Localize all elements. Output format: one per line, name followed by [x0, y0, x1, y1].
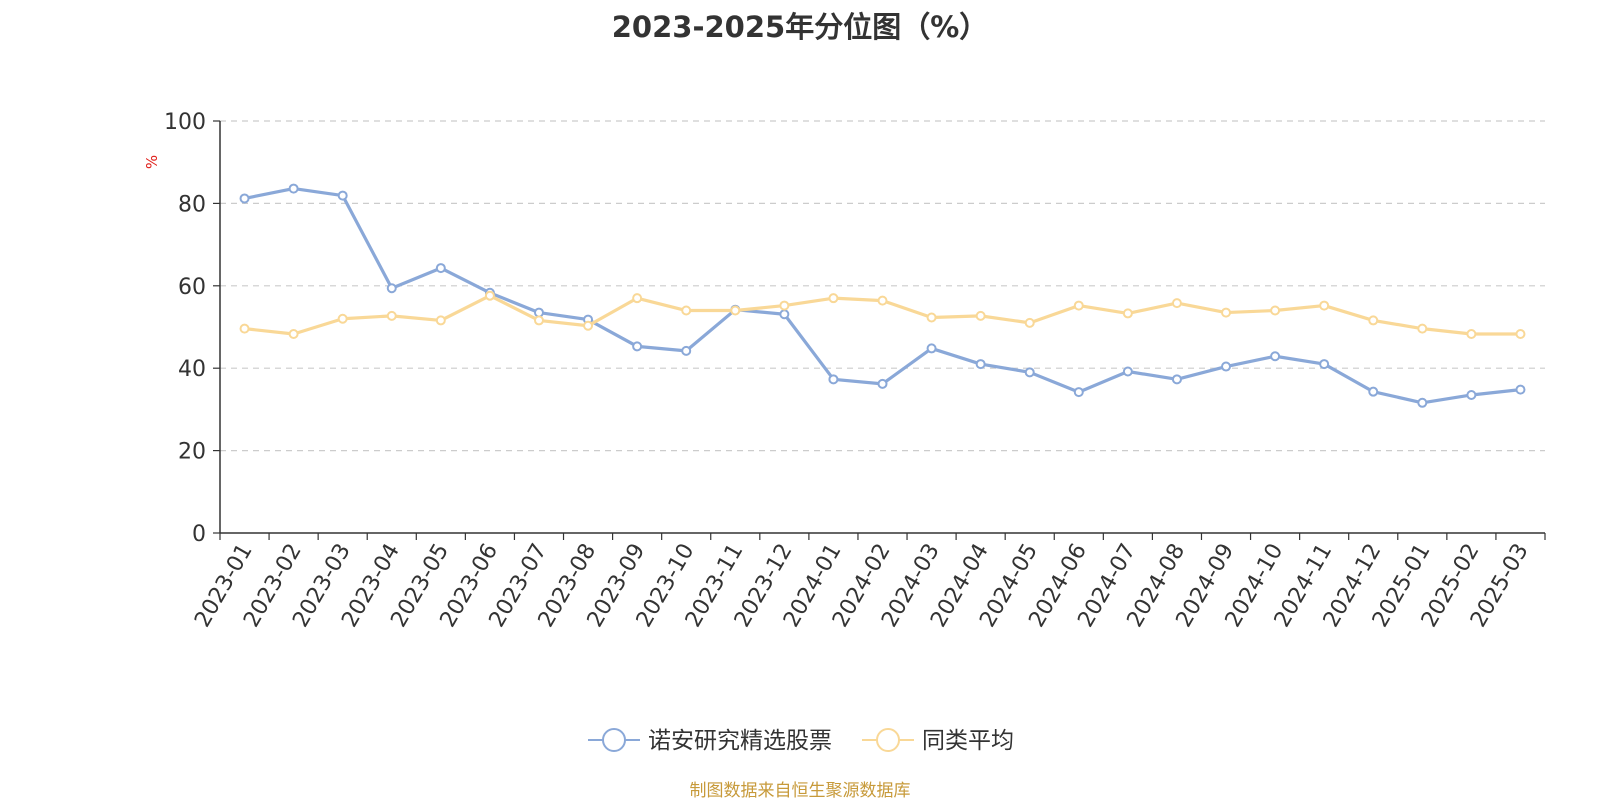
- data-point: [435, 315, 446, 326]
- data-point: [386, 283, 397, 294]
- data-point: [1171, 374, 1182, 385]
- axes: [219, 121, 1545, 534]
- legend-item[interactable]: 诺安研究精选股票: [588, 728, 832, 754]
- data-point: [1270, 351, 1281, 362]
- data-point: [779, 309, 790, 320]
- grid-lines: [220, 120, 1545, 452]
- data-point: [337, 190, 348, 201]
- data-point: [337, 313, 348, 324]
- data-point: [730, 305, 741, 316]
- data-point: [1171, 298, 1182, 309]
- legend: 诺安研究精选股票 同类平均: [588, 728, 1014, 754]
- data-point: [632, 341, 643, 352]
- data-point: [632, 293, 643, 304]
- series-1: [239, 290, 1526, 340]
- data-point: [386, 310, 397, 321]
- data-point: [435, 263, 446, 274]
- series-lines: [239, 183, 1526, 408]
- data-point: [239, 193, 250, 204]
- data-point: [1122, 366, 1133, 377]
- y-tick-label: 80: [178, 192, 206, 217]
- data-point: [1073, 300, 1084, 311]
- data-point: [1515, 384, 1526, 395]
- data-point: [975, 359, 986, 370]
- chart-title: 2023-2025年分位图（%）: [611, 10, 989, 44]
- data-point: [828, 293, 839, 304]
- data-point: [1417, 397, 1428, 408]
- data-point: [239, 323, 250, 334]
- y-axis-label: %: [143, 155, 161, 169]
- data-point: [1319, 359, 1330, 370]
- data-point: [1221, 307, 1232, 318]
- data-point: [1368, 315, 1379, 326]
- y-tick-label: 100: [164, 110, 206, 135]
- y-tick-label: 60: [178, 275, 206, 300]
- data-point: [288, 329, 299, 340]
- data-point: [1466, 389, 1477, 400]
- data-point: [828, 374, 839, 385]
- legend-label: 同类平均: [922, 728, 1014, 754]
- y-tick-label: 20: [178, 440, 206, 465]
- legend-marker: [876, 728, 900, 752]
- data-point: [533, 307, 544, 318]
- y-tick-label: 40: [178, 357, 206, 382]
- data-point: [681, 305, 692, 316]
- data-point: [1122, 308, 1133, 319]
- data-point: [1024, 367, 1035, 378]
- x-axis-ticks: 2023-012023-022023-032023-042023-052023-…: [190, 533, 1546, 632]
- data-point: [1073, 387, 1084, 398]
- y-tick-label: 0: [192, 522, 206, 547]
- data-point: [533, 315, 544, 326]
- data-point: [926, 312, 937, 323]
- data-point: [681, 345, 692, 356]
- data-point: [1319, 300, 1330, 311]
- data-point: [583, 320, 594, 331]
- data-point: [877, 378, 888, 389]
- data-point: [975, 310, 986, 321]
- legend-marker: [602, 728, 626, 752]
- data-point: [779, 300, 790, 311]
- y-axis-ticks: 0 20 40 60 80 100: [164, 110, 220, 547]
- data-point: [1417, 323, 1428, 334]
- data-point: [1270, 305, 1281, 316]
- data-point: [288, 183, 299, 194]
- legend-label: 诺安研究精选股票: [648, 728, 832, 754]
- data-point: [1466, 329, 1477, 340]
- data-point: [1515, 329, 1526, 340]
- data-point: [484, 290, 495, 301]
- legend-item[interactable]: 同类平均: [862, 728, 1014, 754]
- data-point: [926, 343, 937, 354]
- data-point: [877, 295, 888, 306]
- data-source-footer: 制图数据来自恒生聚源数据库: [689, 781, 911, 801]
- data-point: [1221, 361, 1232, 372]
- data-point: [1368, 386, 1379, 397]
- data-point: [1024, 317, 1035, 328]
